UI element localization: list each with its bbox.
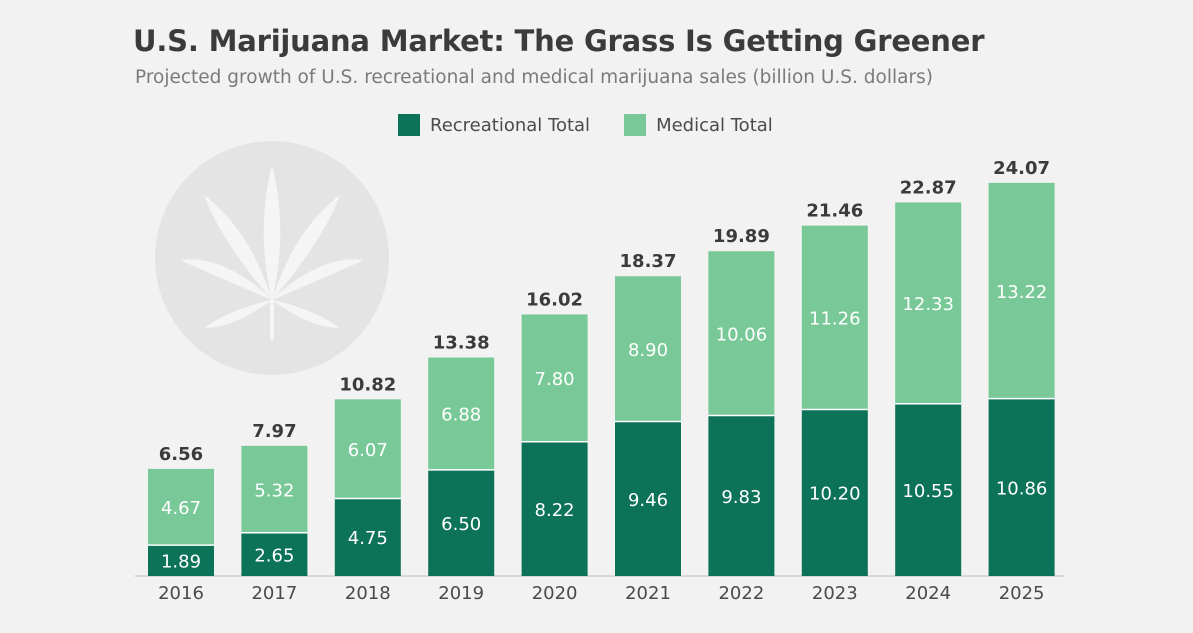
data-label-medical: 11.26 [809,309,861,330]
bar-medical [988,182,1055,399]
chart-subtitle: Projected growth of U.S. recreational an… [135,67,933,88]
data-label-medical: 8.90 [628,340,668,361]
data-label-medical: 6.88 [441,405,481,426]
bar-medical [428,357,495,470]
data-label-medical: 6.07 [348,440,388,461]
data-label-total: 6.56 [159,444,203,465]
data-label-medical: 7.80 [535,369,575,390]
data-label-recreational: 8.22 [535,500,575,521]
data-label-recreational: 10.55 [902,481,954,502]
data-label-total: 7.97 [252,421,296,442]
bar-recreational [801,409,868,576]
bar-recreational [708,415,775,576]
legend-item-medical: Medical Total [624,114,773,136]
bar-medical [615,276,681,422]
bar-medical [708,251,775,416]
data-label-recreational: 10.86 [996,478,1048,499]
data-label-recreational: 10.20 [809,484,861,505]
bar-recreational [615,421,681,576]
data-label-medical: 4.67 [161,498,201,519]
data-label-recreational: 9.83 [721,487,761,508]
bar-medical [895,202,962,404]
bar-medical [521,314,588,442]
data-label-total: 19.89 [713,226,770,247]
data-label-medical: 13.22 [996,282,1048,303]
data-label-recreational: 6.50 [441,514,481,535]
bar-recreational [895,403,962,576]
bar-recreational [428,469,495,576]
x-tick-label: 2020 [532,583,578,604]
bar-medical [334,399,401,499]
bar-recreational [334,498,401,576]
bar-recreational [148,545,214,576]
chart-legend: Recreational Total Medical Total [398,114,807,136]
bar-recreational [521,441,588,576]
legend-label-recreational: Recreational Total [430,114,591,136]
data-label-total: 13.38 [433,333,490,354]
x-tick-label: 2017 [251,583,297,604]
data-label-recreational: 2.65 [254,545,294,566]
x-tick-label: 2021 [625,583,671,604]
data-label-medical: 12.33 [902,294,954,315]
x-tick-label: 2025 [999,583,1045,604]
data-label-recreational: 9.46 [628,490,668,511]
data-label-total: 18.37 [620,251,677,272]
legend-swatch-recreational [398,114,420,136]
legend-item-recreational: Recreational Total [398,114,590,136]
data-label-total: 21.46 [806,201,863,222]
x-tick-label: 2023 [812,583,858,604]
cannabis-leaf-icon [155,141,389,375]
data-label-total: 10.82 [339,374,396,395]
bar-recreational [988,398,1055,576]
legend-label-medical: Medical Total [656,114,773,136]
data-label-medical: 10.06 [716,324,768,345]
x-tick-label: 2018 [345,583,391,604]
chart-title: U.S. Marijuana Market: The Grass Is Gett… [133,24,985,58]
x-tick-label: 2022 [718,583,764,604]
legend-swatch-medical [624,114,647,136]
data-label-recreational: 4.75 [348,528,388,549]
data-label-total: 16.02 [526,289,583,310]
bar-recreational [241,532,308,576]
bar-medical [148,468,214,546]
x-tick-label: 2024 [905,583,951,604]
data-label-total: 22.87 [900,177,957,198]
x-tick-label: 2016 [158,583,204,604]
bar-medical [801,225,868,410]
bar-medical [241,445,308,533]
data-label-total: 24.07 [993,158,1050,179]
data-label-medical: 5.32 [254,480,294,501]
data-label-recreational: 1.89 [161,552,201,573]
x-tick-label: 2019 [438,583,484,604]
